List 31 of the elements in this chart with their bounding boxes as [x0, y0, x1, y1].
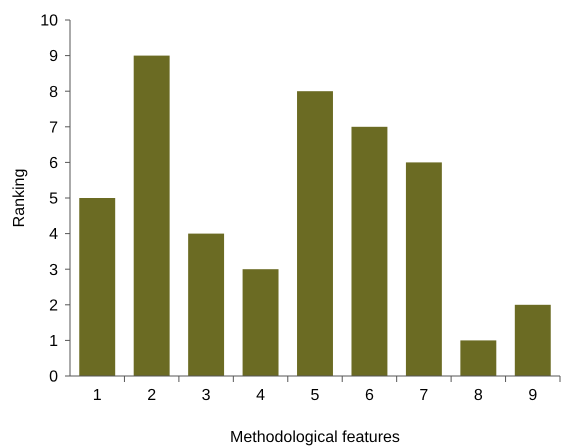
x-tick-label: 7 [419, 387, 428, 404]
bar [406, 162, 442, 376]
x-tick-label: 3 [202, 387, 211, 404]
y-tick-label: 3 [49, 262, 58, 279]
y-tick-label: 8 [49, 84, 58, 101]
x-tick-label: 9 [528, 387, 538, 404]
y-tick-label: 6 [49, 155, 58, 172]
y-tick-label: 0 [49, 368, 58, 386]
y-tick-label: 4 [49, 226, 58, 244]
bar [188, 234, 224, 376]
x-tick-label: 6 [364, 387, 374, 404]
y-tick-label: 1 [49, 333, 58, 350]
y-tick-label: 9 [49, 48, 58, 66]
bar [242, 269, 279, 376]
y-tick-label: 10 [40, 12, 58, 30]
bar [134, 56, 170, 376]
x-tick-label: 5 [310, 387, 320, 404]
bar [351, 126, 388, 376]
x-axis-title: Methodological features [230, 429, 400, 446]
x-tick-label: 2 [147, 387, 156, 404]
y-tick-label: 5 [49, 190, 58, 208]
x-tick-label: 4 [256, 387, 266, 404]
bar [460, 340, 496, 376]
y-tick-label: 7 [49, 119, 58, 136]
y-axis-title: Ranking [11, 168, 28, 228]
x-tick-label: 1 [92, 387, 102, 404]
x-tick-label: 8 [474, 387, 483, 404]
bar [514, 304, 551, 376]
bar [79, 198, 116, 376]
y-tick-label: 2 [49, 297, 58, 314]
bar [297, 91, 333, 376]
